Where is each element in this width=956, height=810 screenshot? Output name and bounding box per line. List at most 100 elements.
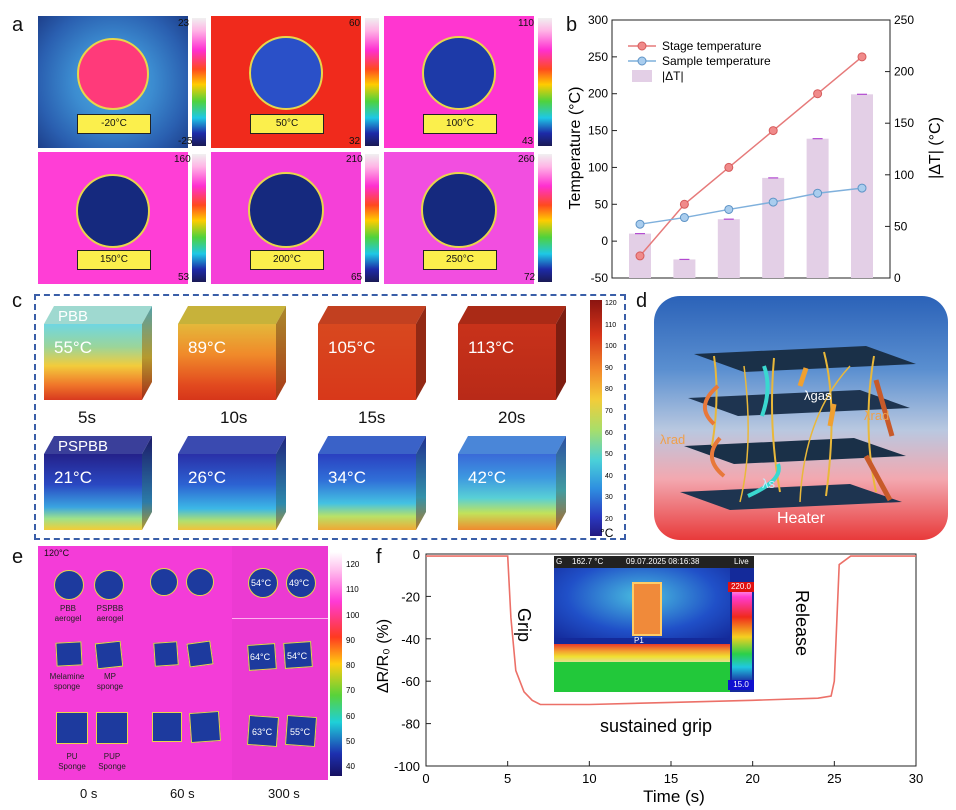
melamine-sponge-60s — [153, 641, 179, 667]
y-axis-title: Temperature (°C) — [567, 87, 584, 210]
cube-pbb-5s: PBB 55°C — [44, 306, 152, 400]
cube-temp: 21°C — [54, 468, 92, 487]
x-tick-label: 0 — [422, 771, 429, 786]
stage-point — [857, 52, 867, 62]
deltaT-bar — [717, 219, 740, 278]
pbb-aerogel-300s — [248, 568, 278, 598]
panel-c-colorbar — [590, 300, 602, 536]
y-tick-label: -20 — [401, 589, 420, 604]
sample-point — [635, 219, 645, 229]
colorbar-6 — [538, 154, 552, 282]
inset-g: G — [556, 557, 563, 566]
panel-d-diagram: λgas λrad λrad λs Heater — [654, 296, 948, 540]
x-tick-label: 10 — [582, 771, 596, 786]
tile-temp-label: 50°C — [250, 114, 324, 134]
colorbar-1 — [192, 18, 206, 146]
cube-pspbb-15s: 34°C — [318, 436, 426, 530]
tile-temp-label: 250°C — [423, 250, 497, 270]
pspbb-aerogel-0s — [94, 570, 124, 600]
sample-label: sponge — [53, 682, 81, 691]
lambda-rad-left-label: λrad — [660, 432, 686, 447]
time-label: 300 s — [268, 786, 300, 801]
y2-tick-label: 0 — [894, 271, 901, 285]
panel-label-f: f — [376, 546, 382, 568]
release-annotation: Release — [792, 590, 812, 656]
y-tick-label: 0 — [413, 547, 420, 562]
colorbar-max: 110 — [518, 18, 534, 29]
colorbar-min: 32 — [349, 136, 361, 147]
pspbb-aerogel-60s — [186, 568, 214, 596]
panel-label-a: a — [12, 14, 24, 36]
pu-sponge-60s — [152, 712, 182, 742]
cube-temp: 42°C — [468, 468, 506, 487]
colorbar-min: 72 — [524, 272, 536, 283]
x-tick-label: 20 — [745, 771, 759, 786]
colorbar-tick: 70 — [605, 408, 613, 415]
temp-300s: 55°C — [290, 727, 311, 737]
lambda-rad-right-label: λrad — [864, 408, 890, 423]
colorbar-tick: 120 — [346, 560, 360, 569]
sample-label: PU — [66, 752, 78, 761]
cube-pspbb-10s: 26°C — [178, 436, 286, 530]
colorbar-tick: 20 — [605, 516, 613, 523]
colorbar-min: 53 — [178, 272, 190, 283]
colorbar-5 — [365, 154, 379, 282]
cube-pbb-10s: 89°C — [178, 306, 286, 400]
colorbar-unit: °C — [600, 526, 614, 540]
x-tick-label: 25 — [827, 771, 841, 786]
x-tick-label: 15 — [664, 771, 678, 786]
thermal-tile-1: -20°C — [38, 16, 188, 148]
thermal-tile-5: 200°C — [211, 152, 361, 284]
thermal-tile-6: 250°C — [384, 152, 534, 284]
mp-sponge-0s — [94, 640, 124, 670]
colorbar-tick: 50 — [346, 736, 355, 746]
colorbar-tick: 110 — [346, 585, 359, 595]
y-tick-label: -50 — [591, 271, 609, 285]
pup-sponge-60s — [188, 710, 222, 744]
grip-annotation: Grip — [514, 608, 534, 642]
x-tick-label: 30 — [909, 771, 923, 786]
stage-point — [679, 199, 689, 209]
cube-temp: 89°C — [188, 338, 226, 357]
deltaT-bar — [762, 177, 785, 278]
y-tick-label: 300 — [588, 13, 608, 27]
gripper-object — [632, 582, 662, 636]
colorbar-max: 60 — [349, 18, 361, 29]
inset-scale-min: 15.0 — [728, 680, 754, 690]
colorbar-tick: 80 — [605, 386, 613, 394]
panel-e-colorbar — [330, 552, 342, 776]
sample-point — [813, 188, 823, 198]
stage-point — [635, 251, 645, 261]
y2-axis-title: |ΔT| (°C) — [927, 117, 944, 179]
sample-label: aerogel — [54, 614, 82, 623]
colorbar-tick: 50 — [605, 451, 613, 459]
f-x-axis-title: Time (s) — [643, 787, 705, 806]
sample-label: sponge — [96, 682, 124, 691]
sample-label: aerogel — [96, 614, 124, 623]
y-tick-label: 50 — [595, 197, 609, 211]
cube-temp: 55°C — [54, 338, 92, 357]
y2-tick-label: 250 — [894, 13, 914, 27]
time-label: 0 s — [80, 786, 98, 801]
pbb-aerogel-60s — [150, 568, 178, 596]
y-tick-label: -100 — [394, 759, 420, 774]
sample-label: PSPBB — [96, 604, 124, 613]
panel-b-chart: 300 250 200 150 100 50 0 -50 250 200 150 100 50 0 Sta… — [567, 13, 944, 285]
tile-temp-label: -20°C — [77, 114, 151, 134]
sample-label: PUP — [103, 752, 121, 761]
colorbar-2 — [365, 18, 379, 146]
legend-stage: Stage temperature — [662, 39, 762, 53]
stage-point — [813, 89, 823, 99]
thermal-tile-4: 150°C — [38, 152, 188, 284]
cube-pbb-20s: 113°C — [458, 306, 566, 400]
lambda-gas-label: λgas — [804, 388, 832, 403]
colorbar-tick: 110 — [605, 321, 617, 329]
f-y-axis-title: ΔR/R₀ (%) — [375, 619, 392, 693]
deltaT-bar — [673, 259, 696, 278]
tile-temp-label: 200°C — [250, 250, 324, 270]
time-label: 60 s — [170, 786, 195, 801]
colorbar-max: 260 — [518, 154, 535, 165]
panel-label-d: d — [636, 290, 648, 312]
colorbar-max: 160 — [174, 154, 191, 165]
thermal-tile-2: 50°C — [211, 16, 361, 148]
